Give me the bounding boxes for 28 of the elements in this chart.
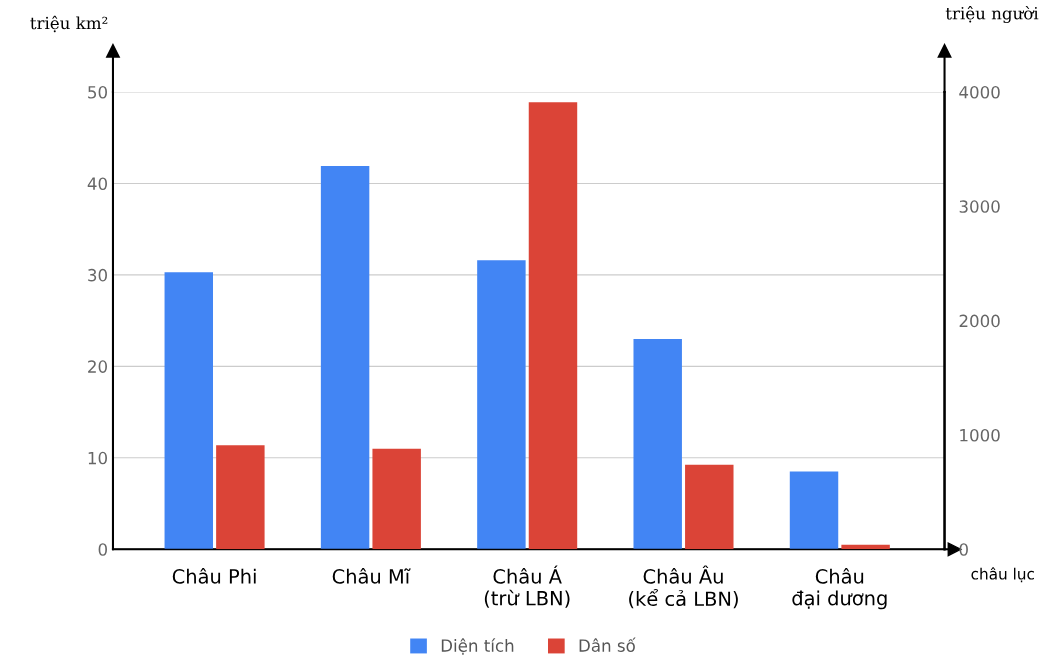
y2-tick-label: 1000 [960,428,1000,442]
y-tick-label: 30 [88,268,107,282]
bar [633,338,682,550]
y2-tick-label: 2000 [959,314,1000,328]
bar [372,448,421,550]
x-tick-label: Châu Á (trừ LBN) [484,565,570,608]
y-tick-label: 40 [87,177,107,190]
y2-tick-label: 0 [959,543,968,556]
x-tick-label: Châu Phi [172,567,256,584]
x-tick-label: Châu Mĩ [332,567,411,584]
y-tick-label: 0 [98,543,107,556]
legend-label: Dân số [579,637,636,652]
bar [789,471,839,550]
bar [216,445,265,550]
y-tick-label: 10 [88,451,107,465]
x-tick-label: Châu Âu (kể cả LBN) [629,565,738,609]
y2-axis-title: triệu người [945,5,1039,23]
y-tick-label: 20 [88,360,107,373]
legend-label: Diện tích [441,638,514,655]
x-tick-label: Châu đại dương [792,567,887,610]
x-axis-title: châu lục [971,567,1034,583]
y-axis-title: triệu km² [30,15,108,33]
bar [685,464,734,550]
y2-tick-label: 3000 [959,200,1000,213]
y-tick-label: 50 [88,85,107,99]
bar [320,166,370,550]
y2-tick-label: 4000 [959,85,1000,99]
bar [164,272,214,550]
